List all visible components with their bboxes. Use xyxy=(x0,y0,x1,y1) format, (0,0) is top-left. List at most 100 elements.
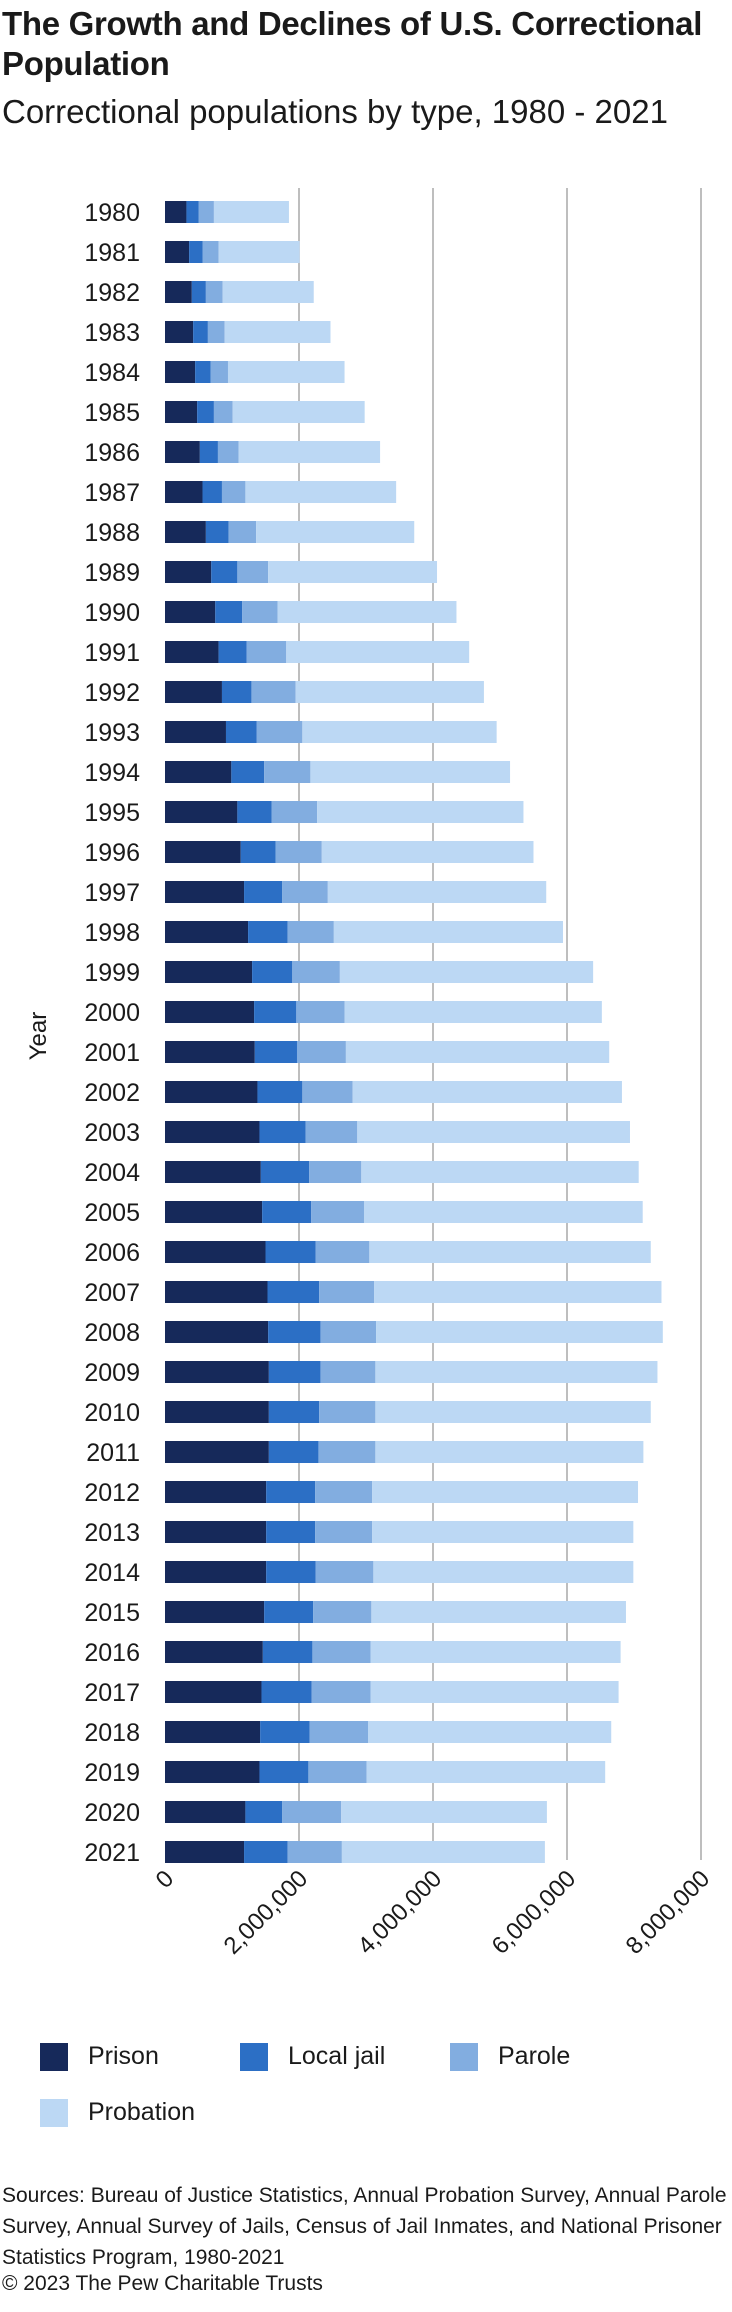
bar-prison-2011 xyxy=(165,1441,269,1463)
legend-item-prison: Prison xyxy=(40,2042,159,2071)
bar-parole-2011 xyxy=(318,1441,376,1463)
bar-local-jail-1980 xyxy=(186,201,199,223)
bar-parole-2017 xyxy=(311,1681,371,1703)
year-label-1993: 1993 xyxy=(84,719,140,747)
year-label-2012: 2012 xyxy=(84,1479,140,1507)
bars xyxy=(165,201,663,1863)
bar-prison-1994 xyxy=(165,761,232,783)
bar-local-jail-2016 xyxy=(262,1641,313,1663)
bar-local-jail-1981 xyxy=(189,241,203,263)
bar-prison-2018 xyxy=(165,1721,261,1743)
bar-probation-2004 xyxy=(361,1161,639,1183)
bar-parole-2020 xyxy=(282,1801,342,1823)
legend-swatch-parole xyxy=(450,2042,478,2071)
bar-prison-2014 xyxy=(165,1561,267,1583)
x-tick-label-6000000: 6,000,000 xyxy=(487,1865,582,1960)
bar-local-jail-2015 xyxy=(264,1601,314,1623)
bar-local-jail-2003 xyxy=(259,1121,306,1143)
bar-local-jail-2002 xyxy=(257,1081,303,1103)
bar-local-jail-1987 xyxy=(202,481,222,503)
year-label-1995: 1995 xyxy=(84,799,140,827)
bar-probation-2005 xyxy=(363,1201,643,1223)
bar-prison-2012 xyxy=(165,1481,267,1503)
bar-probation-1985 xyxy=(232,401,365,423)
bar-parole-2007 xyxy=(319,1281,375,1303)
bar-parole-1989 xyxy=(237,561,269,583)
bar-probation-1995 xyxy=(317,801,524,823)
bar-prison-2017 xyxy=(165,1681,262,1703)
bar-prison-1987 xyxy=(165,481,203,503)
legend-label-probation: Probation xyxy=(88,2098,196,2126)
bar-probation-1980 xyxy=(213,201,289,223)
bar-parole-1995 xyxy=(271,801,318,823)
bar-probation-1982 xyxy=(222,281,314,303)
x-tick-label-4000000: 4,000,000 xyxy=(353,1865,448,1960)
bar-local-jail-2005 xyxy=(262,1201,312,1223)
year-label-2018: 2018 xyxy=(84,1719,140,1747)
bar-parole-1982 xyxy=(205,281,223,303)
bar-probation-1989 xyxy=(268,561,438,583)
year-label-2011: 2011 xyxy=(86,1439,140,1467)
bar-prison-2013 xyxy=(165,1521,267,1543)
bar-local-jail-1982 xyxy=(191,281,206,303)
legend-item-local-jail: Local jail xyxy=(240,2042,385,2071)
legend-swatch-prison xyxy=(40,2042,68,2071)
bar-parole-1993 xyxy=(256,721,303,743)
bar-probation-1994 xyxy=(310,761,511,783)
bar-probation-1996 xyxy=(321,841,534,863)
bar-probation-1983 xyxy=(224,321,331,343)
bar-probation-2016 xyxy=(370,1641,621,1663)
year-label-1984: 1984 xyxy=(84,359,140,387)
bar-prison-1991 xyxy=(165,641,219,663)
bar-prison-1980 xyxy=(165,201,187,223)
bar-probation-2009 xyxy=(375,1361,658,1383)
year-label-1980: 1980 xyxy=(84,199,140,227)
bar-parole-2008 xyxy=(320,1321,377,1343)
year-label-2014: 2014 xyxy=(84,1559,140,1587)
bar-prison-1981 xyxy=(165,241,190,263)
bar-probation-2001 xyxy=(345,1041,610,1063)
year-label-2016: 2016 xyxy=(84,1639,140,1667)
bar-probation-2006 xyxy=(369,1241,651,1263)
year-label-2006: 2006 xyxy=(84,1239,140,1267)
bar-probation-1998 xyxy=(333,921,563,943)
year-label-2017: 2017 xyxy=(84,1679,140,1707)
copyright: © 2023 The Pew Charitable Trusts xyxy=(2,2272,323,2295)
x-tick-labels: 0 2,000,000 4,000,000 6,000,000 8,000,000 xyxy=(151,1865,716,1960)
bar-probation-2015 xyxy=(371,1601,626,1623)
bar-parole-1997 xyxy=(282,881,328,903)
year-label-2000: 2000 xyxy=(84,999,140,1027)
bar-parole-1981 xyxy=(202,241,219,263)
bar-prison-2008 xyxy=(165,1321,269,1343)
year-label-1992: 1992 xyxy=(84,679,140,707)
bar-local-jail-1984 xyxy=(195,361,211,383)
year-label-2009: 2009 xyxy=(84,1359,140,1387)
bar-local-jail-2000 xyxy=(254,1001,297,1023)
bar-prison-2005 xyxy=(165,1201,263,1223)
year-label-1998: 1998 xyxy=(84,919,140,947)
bar-prison-1995 xyxy=(165,801,238,823)
bar-probation-1991 xyxy=(286,641,470,663)
bar-local-jail-1983 xyxy=(193,321,208,343)
bar-local-jail-2018 xyxy=(260,1721,310,1743)
bar-parole-1999 xyxy=(292,961,340,983)
bar-probation-1987 xyxy=(245,481,397,503)
legend-label-parole: Parole xyxy=(498,2042,571,2070)
bar-probation-1990 xyxy=(277,601,457,623)
bar-parole-2010 xyxy=(319,1401,376,1423)
year-label-2010: 2010 xyxy=(84,1399,140,1427)
year-label-2001: 2001 xyxy=(84,1039,140,1067)
bar-prison-1997 xyxy=(165,881,245,903)
bar-local-jail-2017 xyxy=(261,1681,312,1703)
bar-prison-2003 xyxy=(165,1121,260,1143)
bar-parole-1991 xyxy=(246,641,287,663)
bar-prison-1993 xyxy=(165,721,226,743)
year-label-2007: 2007 xyxy=(84,1279,140,1307)
bar-prison-2004 xyxy=(165,1161,261,1183)
bar-local-jail-1986 xyxy=(199,441,218,463)
bar-local-jail-1993 xyxy=(225,721,257,743)
year-label-2008: 2008 xyxy=(84,1319,140,1347)
bar-prison-2019 xyxy=(165,1761,260,1783)
year-label-1981: 1981 xyxy=(84,239,140,267)
year-label-1996: 1996 xyxy=(84,839,140,867)
